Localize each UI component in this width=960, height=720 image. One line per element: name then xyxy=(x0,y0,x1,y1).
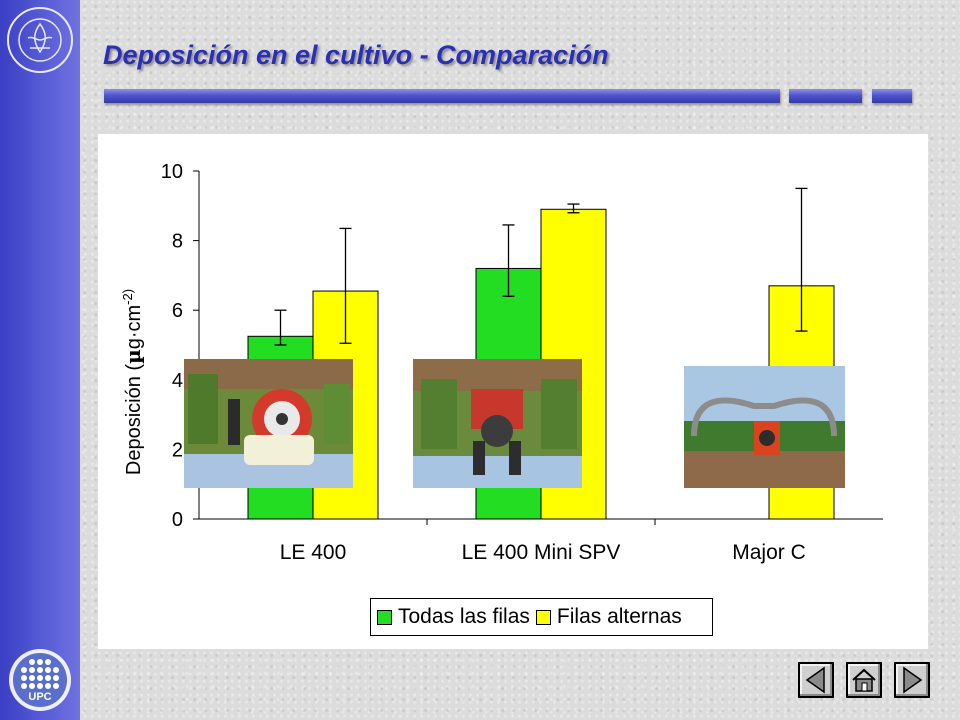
y-tick-label: 4 xyxy=(172,370,183,392)
x-tick-label: LE 400 xyxy=(280,541,347,564)
legend-label-alternas: Filas alternas xyxy=(556,605,682,628)
y-axis-title-main: Deposición ( xyxy=(123,364,145,476)
chart-legend: Todas las filas Filas alternas xyxy=(370,598,713,636)
legend-swatch-alternas xyxy=(535,609,551,625)
x-tick-label: LE 400 Mini SPV xyxy=(462,541,621,564)
home-icon xyxy=(852,668,876,692)
x-tick-label: Major C xyxy=(732,541,806,564)
y-axis-title: Deposición (µg·cm-2) xyxy=(120,289,145,475)
upc-logo: UPC xyxy=(9,649,71,711)
home-button[interactable] xyxy=(846,662,882,698)
y-axis-title-units: g·cm xyxy=(123,305,145,349)
title-underline-segment xyxy=(789,89,862,103)
y-axis-title-exponent: -2) xyxy=(120,289,135,305)
y-tick-label: 2 xyxy=(172,439,183,461)
y-tick-label: 6 xyxy=(172,300,183,322)
sidebar-band: UPC xyxy=(0,0,80,720)
y-tick-label: 0 xyxy=(172,509,183,531)
legend-swatch-todas xyxy=(377,609,392,625)
svg-text:UPC: UPC xyxy=(28,691,51,703)
sprayer-photo-le400 xyxy=(184,359,353,488)
triangle-left-icon xyxy=(805,666,825,694)
y-tick-label: 8 xyxy=(172,231,183,253)
slide-title: Deposición en el cultivo - Comparación xyxy=(103,40,609,70)
title-underline-segment xyxy=(872,89,912,103)
legend-label-todas: Todas las filas xyxy=(398,605,530,628)
sprayer-photo-major-c xyxy=(684,366,845,488)
previous-slide-button[interactable] xyxy=(798,662,834,698)
sprayer-photo-le400-mini-spv xyxy=(413,359,582,488)
y-tick-label: 10 xyxy=(161,161,183,183)
title-underline-bar xyxy=(104,89,780,103)
chart-panel: LE 400 LE 400 Mini SPV Major C 0 2 4 6 8 10 Depo… xyxy=(98,134,928,649)
school-seal-logo xyxy=(7,7,73,73)
triangle-right-icon xyxy=(903,666,923,694)
next-slide-button[interactable] xyxy=(894,662,930,698)
y-axis-title-mu: µ xyxy=(121,349,145,364)
